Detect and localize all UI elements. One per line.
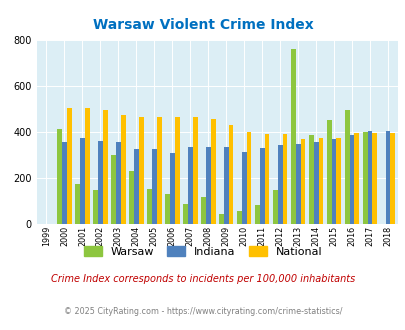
Bar	[308, 135, 313, 224]
Bar	[147, 189, 151, 224]
Bar	[390, 133, 394, 224]
Bar	[57, 128, 62, 224]
Bar	[336, 138, 341, 224]
Bar	[139, 117, 143, 224]
Bar	[331, 139, 336, 224]
Bar	[200, 197, 205, 224]
Bar	[67, 108, 72, 224]
Bar	[326, 120, 331, 224]
Bar	[344, 110, 349, 224]
Bar	[295, 144, 300, 224]
Bar	[183, 204, 188, 224]
Bar	[362, 132, 367, 224]
Bar	[129, 171, 134, 224]
Bar	[282, 134, 287, 224]
Bar	[151, 149, 156, 224]
Text: Crime Index corresponds to incidents per 100,000 inhabitants: Crime Index corresponds to incidents per…	[51, 274, 354, 284]
Bar	[241, 152, 246, 224]
Bar	[318, 138, 322, 224]
Bar	[272, 190, 277, 224]
Bar	[290, 49, 295, 224]
Bar	[371, 133, 376, 224]
Bar	[134, 149, 139, 224]
Bar	[228, 125, 233, 224]
Bar	[259, 148, 264, 224]
Bar	[192, 117, 197, 224]
Bar	[80, 138, 85, 224]
Text: Warsaw Violent Crime Index: Warsaw Violent Crime Index	[92, 18, 313, 32]
Bar	[62, 143, 67, 224]
Bar	[164, 194, 169, 224]
Bar	[205, 147, 210, 224]
Bar	[313, 143, 318, 224]
Legend: Warsaw, Indiana, National: Warsaw, Indiana, National	[79, 242, 326, 261]
Bar	[210, 119, 215, 224]
Bar	[156, 117, 161, 224]
Bar	[102, 110, 107, 224]
Bar	[218, 214, 223, 224]
Bar	[264, 134, 269, 224]
Bar	[277, 145, 282, 224]
Bar	[98, 141, 102, 224]
Bar	[385, 131, 390, 224]
Bar	[223, 147, 228, 224]
Bar	[236, 211, 241, 224]
Bar	[93, 190, 98, 224]
Bar	[300, 139, 305, 224]
Bar	[115, 143, 120, 224]
Bar	[246, 132, 251, 224]
Bar	[354, 133, 358, 224]
Text: © 2025 CityRating.com - https://www.cityrating.com/crime-statistics/: © 2025 CityRating.com - https://www.city…	[64, 307, 341, 316]
Bar	[174, 117, 179, 224]
Bar	[120, 115, 125, 224]
Bar	[169, 153, 174, 224]
Bar	[111, 155, 115, 224]
Bar	[349, 135, 354, 224]
Bar	[85, 108, 90, 224]
Bar	[188, 147, 192, 224]
Bar	[367, 131, 371, 224]
Bar	[75, 184, 80, 224]
Bar	[254, 205, 259, 224]
